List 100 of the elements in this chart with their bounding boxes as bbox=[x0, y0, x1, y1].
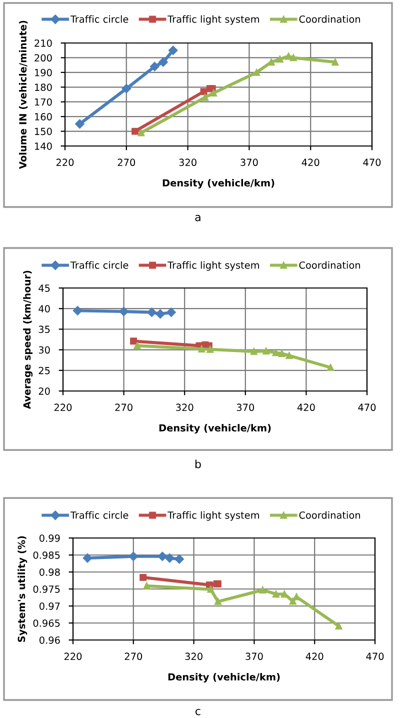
point bbox=[272, 590, 280, 598]
x-tick-label: 270 bbox=[124, 652, 142, 660]
x-tick-label: 370 bbox=[246, 652, 263, 660]
point bbox=[290, 54, 297, 62]
legend-label: Coordination bbox=[299, 511, 360, 519]
x-tick-label: 320 bbox=[176, 404, 194, 412]
x-axis-title: Density (vehicle/km) bbox=[162, 179, 274, 189]
point bbox=[214, 598, 222, 606]
x-axis-title: Density (vehicle/km) bbox=[168, 673, 280, 683]
x-tick-label: 270 bbox=[118, 158, 136, 166]
x-tick-label: 370 bbox=[240, 158, 258, 166]
point bbox=[168, 46, 178, 55]
point bbox=[75, 119, 84, 129]
text: c bbox=[196, 708, 200, 716]
point bbox=[128, 552, 138, 561]
y-tick-label: 30 bbox=[38, 346, 50, 354]
point bbox=[132, 128, 138, 135]
y-tick-label: 0.97 bbox=[39, 602, 60, 610]
point bbox=[147, 308, 156, 317]
point bbox=[82, 553, 92, 563]
y-tick-label: 140 bbox=[35, 142, 52, 150]
point bbox=[158, 58, 168, 67]
point bbox=[253, 68, 260, 76]
point bbox=[119, 306, 128, 316]
point bbox=[156, 309, 165, 319]
legend-label: Traffic circle bbox=[70, 15, 128, 23]
point bbox=[207, 586, 214, 593]
x-axis-title: Density (vehicle/km) bbox=[159, 424, 271, 434]
point bbox=[289, 598, 296, 605]
y-tick-label: 190 bbox=[35, 68, 52, 76]
point bbox=[134, 342, 141, 350]
y-tick-label: 180 bbox=[35, 84, 52, 91]
y-tick-label: 0.975 bbox=[33, 585, 60, 593]
y-tick-label: 40 bbox=[38, 305, 50, 312]
y-tick-label: 45 bbox=[38, 284, 50, 292]
point bbox=[278, 350, 286, 357]
x-tick-label: 220 bbox=[54, 404, 72, 412]
point bbox=[200, 88, 208, 96]
point bbox=[138, 129, 145, 136]
point bbox=[250, 348, 258, 355]
y-tick-label: 200 bbox=[34, 54, 52, 62]
y-tick-label: 210 bbox=[34, 39, 52, 47]
x-tick-label: 320 bbox=[185, 652, 202, 660]
x-tick-label: 220 bbox=[56, 158, 74, 166]
point bbox=[206, 346, 214, 353]
y-tick-label: 0.98 bbox=[39, 568, 60, 576]
point bbox=[285, 52, 292, 60]
point bbox=[140, 574, 147, 581]
y-tick-label: 160 bbox=[35, 113, 52, 120]
y-tick-label: 20 bbox=[38, 387, 50, 395]
point bbox=[174, 554, 184, 564]
point bbox=[276, 56, 284, 63]
point bbox=[335, 622, 342, 630]
y-tick-label: 0.96 bbox=[39, 636, 60, 644]
point bbox=[332, 58, 339, 66]
point bbox=[259, 586, 266, 594]
y-tick-label: 150 bbox=[35, 128, 52, 136]
x-tick-label: 470 bbox=[363, 158, 381, 166]
legend-label: Traffic light system bbox=[168, 261, 259, 271]
x-tick-label: 420 bbox=[297, 404, 315, 412]
legend-label: Traffic light system bbox=[168, 511, 259, 521]
legend-label: Traffic circle bbox=[70, 261, 128, 269]
y-tick-label: 0.985 bbox=[33, 551, 60, 559]
point bbox=[166, 308, 176, 317]
point bbox=[130, 338, 137, 345]
point bbox=[293, 593, 300, 600]
x-tick-label: 420 bbox=[302, 158, 320, 166]
y-axis-title: Average speed (km/hour) bbox=[23, 270, 33, 409]
point bbox=[143, 582, 150, 590]
point bbox=[165, 553, 174, 563]
y-axis-title: Volume IN (vehicle/minute) bbox=[18, 20, 28, 169]
point bbox=[272, 349, 280, 356]
x-tick-label: 320 bbox=[179, 158, 196, 166]
y-axis-title: System's utility (%) bbox=[18, 536, 28, 642]
point bbox=[202, 94, 208, 101]
point bbox=[327, 364, 334, 371]
y-tick-label: 170 bbox=[35, 98, 52, 106]
legend-label: Coordination bbox=[299, 15, 360, 23]
x-tick-label: 470 bbox=[366, 652, 384, 660]
x-tick-label: 270 bbox=[115, 404, 132, 412]
point bbox=[158, 552, 168, 561]
point bbox=[72, 306, 82, 316]
x-tick-label: 470 bbox=[358, 404, 376, 412]
point bbox=[210, 90, 218, 96]
y-tick-label: 0.965 bbox=[33, 619, 60, 627]
y-tick-label: 25 bbox=[38, 366, 50, 374]
x-tick-label: 420 bbox=[306, 652, 324, 660]
x-tick-label: 370 bbox=[236, 404, 254, 412]
point bbox=[150, 62, 160, 72]
point bbox=[262, 348, 270, 355]
y-tick-label: 0.99 bbox=[39, 534, 60, 542]
y-tick-label: 35 bbox=[38, 326, 50, 334]
point bbox=[286, 352, 293, 360]
point bbox=[122, 84, 132, 94]
text: a bbox=[195, 214, 200, 222]
legend-label: Coordination bbox=[299, 261, 360, 269]
point bbox=[268, 58, 275, 66]
legend-label: Traffic circle bbox=[70, 511, 128, 519]
text: b bbox=[195, 460, 201, 468]
point bbox=[280, 590, 288, 598]
